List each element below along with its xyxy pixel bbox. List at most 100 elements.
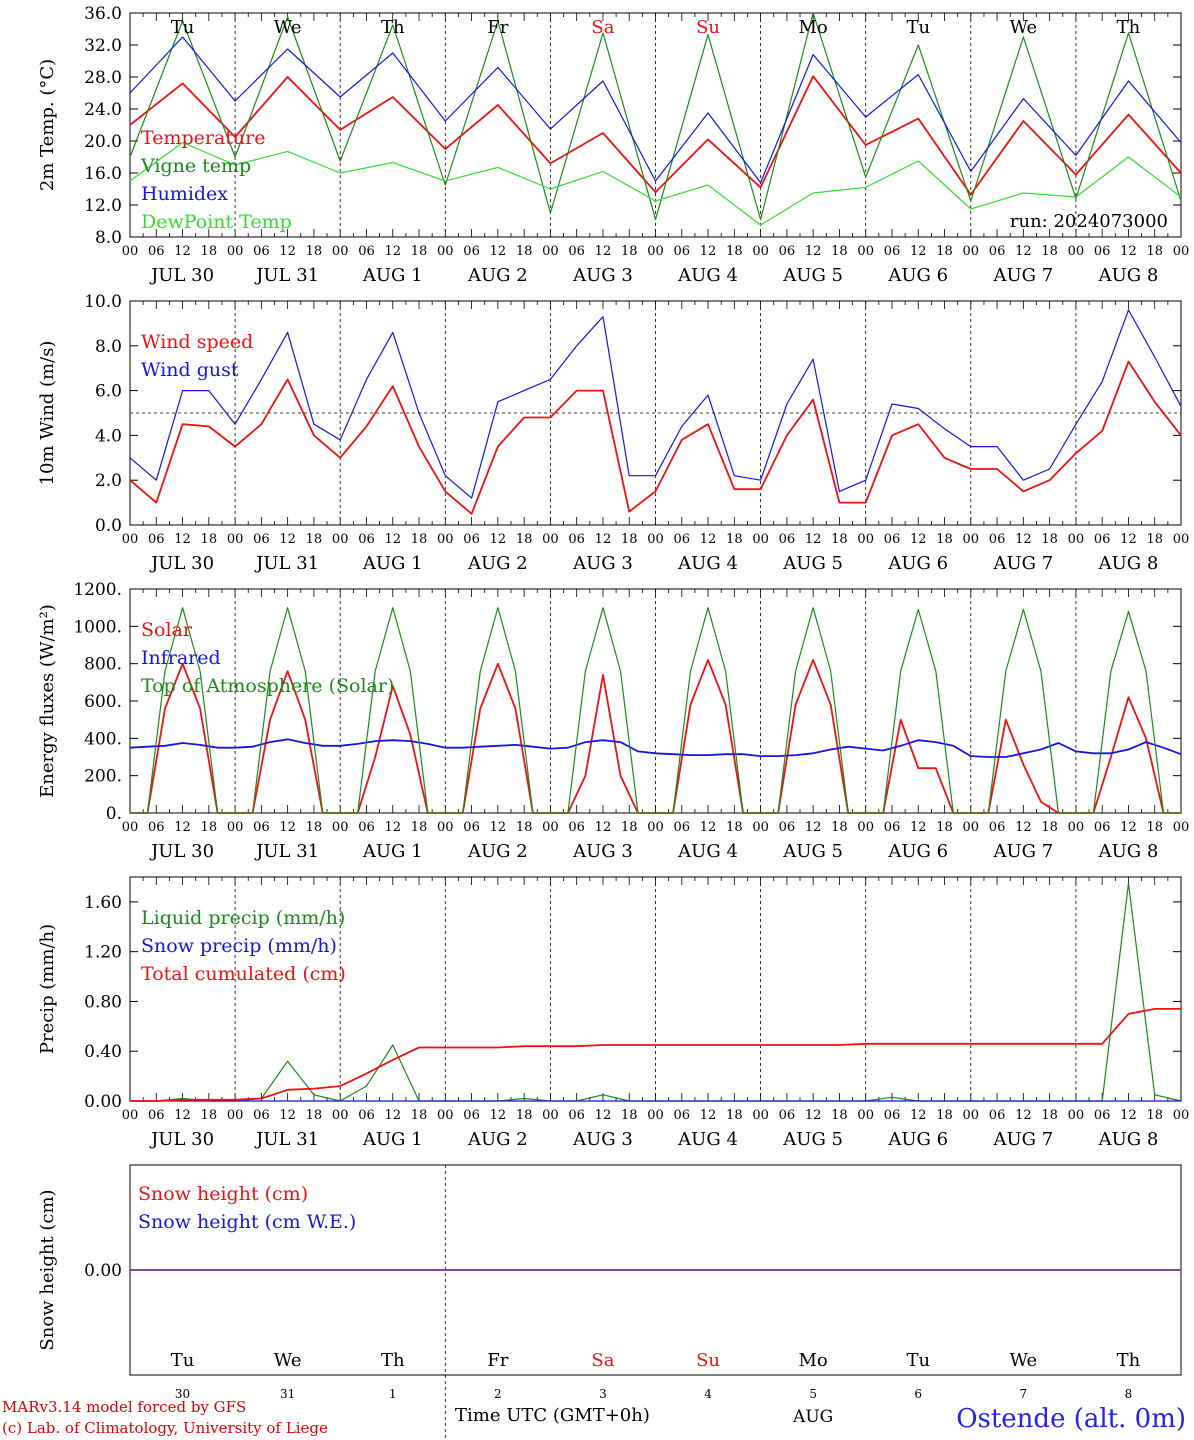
hour-tick-label: 00 (122, 244, 139, 259)
day-name-label: Sa (591, 17, 614, 38)
hour-tick-label: 06 (463, 244, 480, 259)
day-name-label: Th (1117, 1350, 1141, 1371)
hour-tick-label: 12 (174, 820, 191, 835)
hour-tick-label: 00 (752, 820, 769, 835)
hour-tick-label: 18 (516, 1108, 533, 1123)
legend-entry: Wind gust (141, 359, 239, 381)
day-name-label: Su (696, 17, 720, 38)
hour-tick-label: 18 (411, 244, 428, 259)
legend-entry: Top of Atmosphere (Solar) (141, 675, 394, 697)
legend-entry: Liquid precip (mm/h) (141, 907, 345, 929)
hour-tick-label: 00 (542, 820, 559, 835)
date-label: AUG 6 (887, 553, 948, 574)
hour-tick-label: 00 (963, 244, 980, 259)
hour-tick-label: 18 (306, 820, 323, 835)
hour-tick-label: 00 (332, 820, 349, 835)
day-number-label: 8 (1125, 1387, 1133, 1401)
hour-tick-label: 06 (779, 244, 796, 259)
hour-tick-label: 18 (726, 1108, 743, 1123)
hour-tick-label: 06 (568, 1108, 585, 1123)
hour-tick-label: 06 (779, 532, 796, 547)
hour-tick-label: 12 (595, 244, 612, 259)
hour-tick-label: 12 (279, 1108, 296, 1123)
hour-tick-label: 18 (936, 532, 953, 547)
hour-tick-label: 00 (1173, 532, 1190, 547)
day-number-label: 4 (704, 1387, 712, 1401)
day-name-label: Sa (591, 1350, 614, 1371)
hour-tick-label: 18 (516, 820, 533, 835)
hour-tick-label: 06 (884, 532, 901, 547)
date-label: AUG 1 (362, 841, 423, 862)
hour-tick-label: 18 (306, 244, 323, 259)
legend-entry: Vigne temp (140, 155, 251, 177)
legend-entry: Total cumulated (cm) (141, 963, 346, 985)
day-name-label: Tu (171, 1350, 195, 1371)
hour-tick-label: 12 (490, 244, 507, 259)
hour-tick-label: 06 (1094, 820, 1111, 835)
lab-credit: (c) Lab. of Climatology, University of L… (2, 1419, 328, 1437)
day-number-label: 6 (914, 1387, 922, 1401)
hour-tick-label: 12 (595, 1108, 612, 1123)
hour-tick-label: 12 (490, 820, 507, 835)
date-label: JUL 30 (149, 1129, 214, 1150)
hour-tick-label: 18 (411, 820, 428, 835)
model-credit: MARv3.14 model forced by GFS (2, 1398, 247, 1416)
y-tick-label: 0.00 (84, 1092, 122, 1112)
station-name: Ostende (alt. 0m) (956, 1404, 1186, 1434)
y-tick-label: 1.20 (84, 943, 122, 963)
date-label: AUG 5 (782, 1129, 843, 1150)
legend-entry: Wind speed (141, 331, 253, 353)
hour-tick-label: 00 (857, 244, 874, 259)
y-axis-label: 10m Wind (m/s) (37, 341, 58, 486)
hour-tick-label: 00 (122, 532, 139, 547)
date-label: AUG 5 (782, 265, 843, 286)
hour-tick-label: 18 (726, 532, 743, 547)
hour-tick-label: 00 (752, 1108, 769, 1123)
hour-tick-label: 06 (568, 820, 585, 835)
hour-tick-label: 18 (621, 244, 638, 259)
date-label: AUG 4 (677, 1129, 738, 1150)
date-label: JUL 31 (254, 553, 319, 574)
y-tick-label: 2.0 (95, 471, 122, 491)
hour-tick-label: 06 (148, 820, 165, 835)
day-name-label: Mo (799, 17, 828, 38)
hour-tick-label: 06 (1094, 1108, 1111, 1123)
y-tick-label: 6.0 (95, 382, 122, 402)
hour-tick-label: 18 (936, 244, 953, 259)
hour-tick-label: 18 (621, 820, 638, 835)
hour-tick-label: 00 (647, 1108, 664, 1123)
hour-tick-label: 06 (884, 244, 901, 259)
panel-energy: 00 06 12 18 JUL 30 00 06 12 18 JUL 31 00 06 12 18 AUG … (37, 580, 1189, 862)
hour-tick-label: 00 (752, 532, 769, 547)
hour-tick-label: 06 (148, 532, 165, 547)
hour-tick-label: 12 (595, 532, 612, 547)
panel-frame (129, 588, 1182, 814)
hour-tick-label: 00 (122, 820, 139, 835)
y-tick-label: 600. (84, 692, 122, 712)
series-line (129, 360, 1182, 515)
hour-tick-label: 18 (306, 532, 323, 547)
day-number-label: 5 (809, 1387, 817, 1401)
hour-tick-label: 12 (910, 820, 927, 835)
hour-tick-label: 06 (674, 1108, 691, 1123)
hour-tick-label: 18 (201, 532, 218, 547)
hour-tick-label: 06 (358, 820, 375, 835)
hour-tick-label: 06 (463, 532, 480, 547)
hour-tick-label: 12 (805, 1108, 822, 1123)
hour-tick-label: 12 (279, 244, 296, 259)
hour-tick-label: 00 (1173, 820, 1190, 835)
hour-tick-label: 12 (384, 532, 401, 547)
hour-tick-label: 18 (306, 1108, 323, 1123)
day-name-label: Tu (906, 1350, 930, 1371)
hour-tick-label: 00 (963, 532, 980, 547)
hour-tick-label: 18 (411, 1108, 428, 1123)
hour-tick-label: 12 (174, 532, 191, 547)
hour-tick-label: 12 (910, 532, 927, 547)
hour-tick-label: 18 (201, 1108, 218, 1123)
y-tick-label: 0.40 (84, 1042, 122, 1062)
date-label: JUL 30 (149, 553, 214, 574)
y-tick-label: 8.0 (95, 337, 122, 357)
hour-tick-label: 06 (568, 244, 585, 259)
y-tick-label: 1.60 (84, 893, 122, 913)
date-label: AUG 4 (677, 265, 738, 286)
